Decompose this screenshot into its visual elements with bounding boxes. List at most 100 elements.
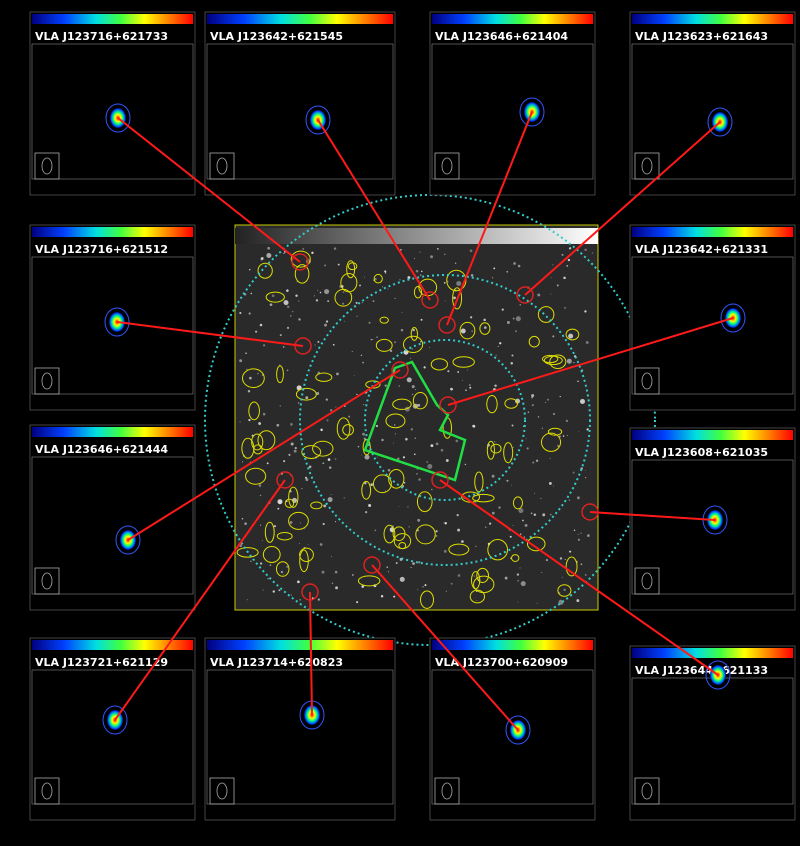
contour	[265, 291, 285, 303]
plot-area	[631, 43, 794, 180]
panel-label: VLA J123700+620909	[435, 656, 568, 669]
panel-label: VLA J123646+621404	[435, 30, 568, 43]
star	[568, 499, 571, 501]
star	[561, 576, 563, 578]
star	[491, 474, 495, 478]
star	[549, 513, 552, 516]
source-contour	[115, 525, 141, 555]
contour	[420, 590, 434, 609]
star	[283, 300, 289, 306]
star	[295, 294, 298, 297]
star	[283, 460, 286, 463]
source-contour	[705, 660, 731, 690]
star	[525, 438, 527, 440]
beam-box	[34, 152, 60, 180]
star	[577, 538, 581, 541]
star	[573, 529, 576, 532]
star	[304, 528, 306, 530]
star	[464, 463, 467, 466]
star	[407, 276, 411, 280]
star	[398, 385, 401, 387]
star	[381, 438, 384, 442]
star	[460, 328, 466, 334]
beam	[641, 572, 653, 590]
star	[372, 300, 375, 302]
star	[440, 448, 444, 452]
star	[319, 543, 323, 546]
star	[269, 303, 273, 307]
contour	[276, 365, 284, 384]
star	[348, 415, 351, 418]
star	[495, 354, 497, 356]
star	[559, 557, 563, 560]
star	[417, 589, 419, 591]
star	[564, 307, 566, 309]
star	[524, 524, 528, 527]
contour	[310, 501, 323, 510]
contour	[412, 392, 428, 410]
star	[269, 564, 272, 567]
contour	[487, 538, 509, 561]
star	[437, 248, 439, 250]
target-marker	[363, 556, 381, 574]
star	[511, 424, 514, 427]
link-line	[317, 119, 431, 301]
star	[385, 490, 386, 492]
star	[313, 295, 315, 297]
star	[328, 466, 332, 469]
contour	[416, 491, 433, 513]
star	[393, 424, 396, 426]
star	[444, 522, 447, 525]
star	[537, 293, 541, 297]
star	[356, 315, 358, 317]
star	[289, 521, 293, 524]
star	[506, 321, 510, 325]
star	[455, 439, 459, 443]
contour	[301, 445, 322, 459]
star	[286, 369, 289, 372]
panel-frame	[204, 11, 396, 196]
star	[550, 293, 552, 295]
link-line	[117, 117, 301, 263]
star	[397, 457, 400, 460]
star	[322, 462, 325, 465]
star	[533, 513, 537, 516]
panel-frame	[29, 11, 196, 196]
panel-label: VLA J123623+621643	[635, 30, 768, 43]
star	[576, 496, 580, 500]
star	[402, 456, 405, 459]
star	[401, 311, 403, 313]
star	[549, 457, 551, 459]
star	[278, 589, 281, 592]
star	[384, 384, 387, 387]
source-contour	[105, 103, 131, 133]
target-marker	[294, 337, 312, 355]
contour	[284, 498, 295, 509]
star	[580, 532, 582, 534]
star	[394, 297, 396, 299]
star	[548, 481, 552, 485]
contour	[288, 511, 309, 530]
contour	[528, 335, 540, 348]
star	[544, 401, 547, 403]
star	[266, 252, 272, 258]
star	[512, 446, 514, 448]
link-line	[371, 564, 519, 731]
beam-box	[34, 777, 60, 805]
star	[557, 444, 560, 447]
star	[289, 315, 292, 317]
colorbar	[32, 640, 193, 650]
contour	[347, 262, 358, 271]
star	[485, 526, 487, 528]
contour	[248, 401, 260, 421]
star	[325, 320, 329, 323]
contour	[511, 554, 520, 562]
contour	[257, 262, 273, 279]
link-line	[589, 511, 716, 521]
star	[298, 300, 300, 302]
star	[511, 484, 512, 486]
panel-frame	[429, 11, 596, 196]
star	[362, 361, 364, 364]
star	[431, 488, 433, 491]
panel: VLA J123644+621133	[629, 645, 796, 821]
